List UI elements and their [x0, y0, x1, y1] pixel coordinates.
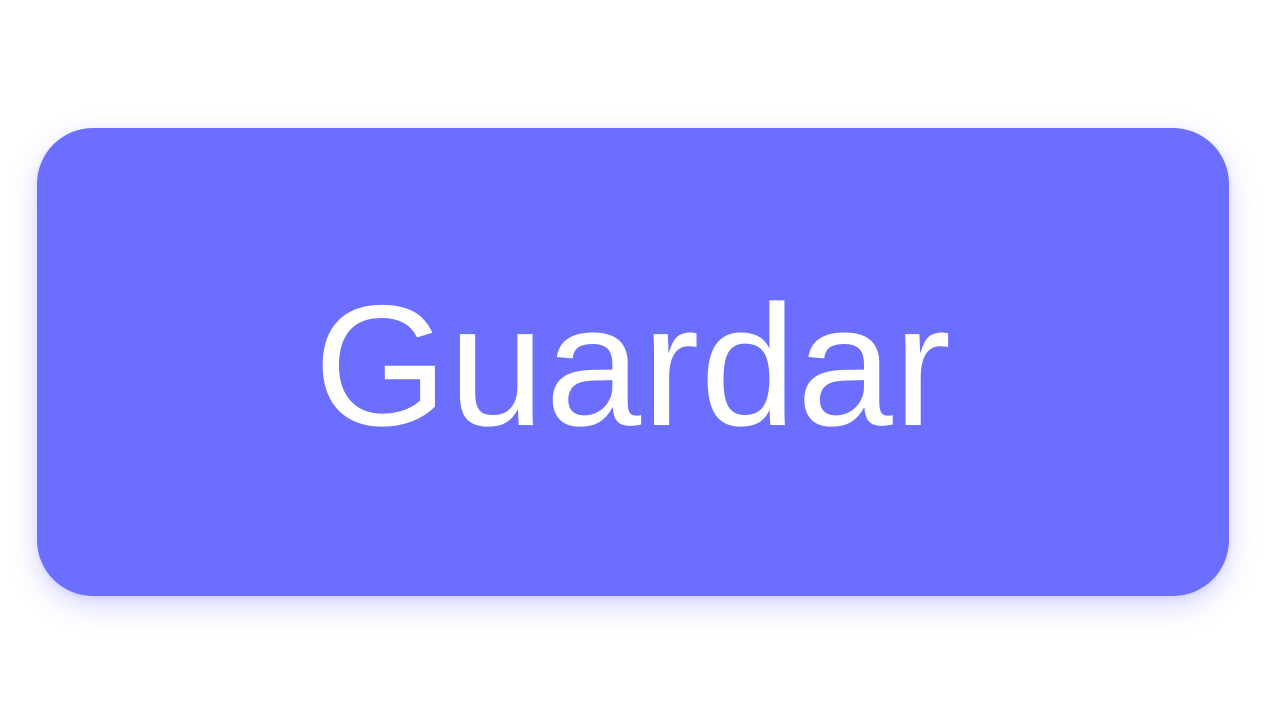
save-button-label: Guardar: [314, 270, 952, 462]
save-button[interactable]: Guardar: [37, 128, 1229, 596]
